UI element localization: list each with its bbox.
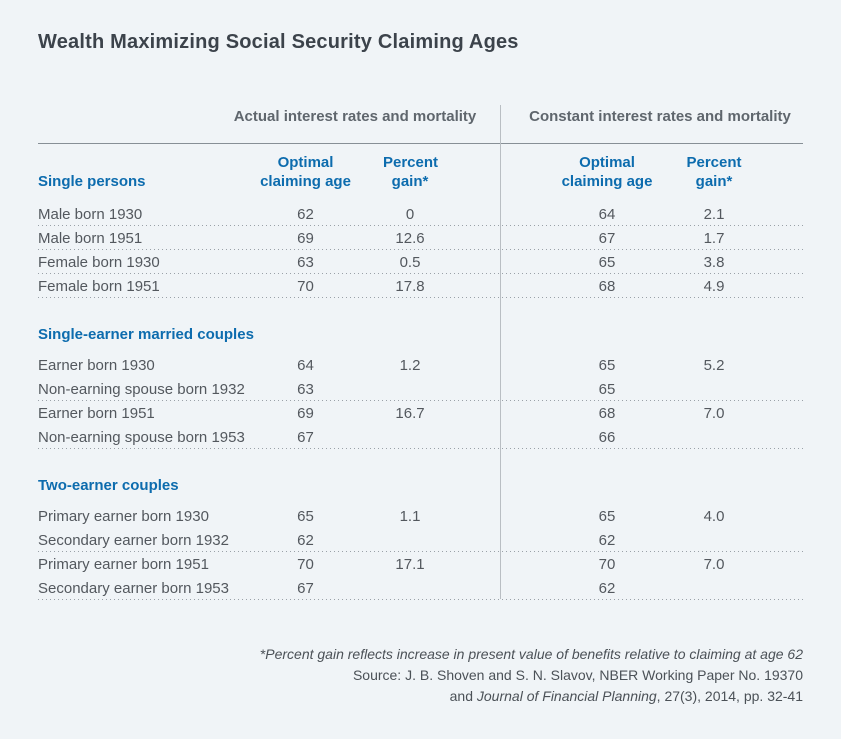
constant-percent-gain-value: 7.0 (703, 404, 725, 422)
actual-claiming-age-value: 65 (297, 507, 314, 525)
figure-title: Wealth Maximizing Social Security Claimi… (38, 31, 519, 53)
constant-claiming-age-value: 62 (598, 579, 616, 597)
section-label-single-earner-couples: Single-earner married couples (38, 325, 254, 343)
group-header-constant: Constant interest rates and mortality (529, 107, 791, 125)
constant-claiming-age-value: 70 (598, 555, 616, 573)
constant-percent-gain-value: 2.1 (703, 205, 725, 223)
row-label: Earner born 1951 (38, 404, 155, 422)
row-label: Female born 1930 (38, 253, 160, 271)
row-label: Male born 1930 (38, 205, 143, 223)
row-label: Primary earner born 1951 (38, 555, 209, 573)
column-header-actual-claiming-age: Optimal claiming age (260, 154, 351, 190)
actual-claiming-age-value: 69 (297, 229, 314, 247)
constant-claiming-age-value: 62 (598, 531, 616, 549)
table-row: Earner born 1930 64 1.2 65 5.2 (38, 353, 803, 377)
table-row: Male born 1930 62 0 64 2.1 (38, 202, 803, 226)
actual-claiming-age-value: 64 (297, 356, 314, 374)
row-label: Non-earning spouse born 1953 (38, 428, 245, 446)
journal-title: Journal of Financial Planning (476, 688, 657, 704)
constant-percent-gain-value: 4.9 (703, 277, 725, 295)
table-row: Male born 1951 69 12.6 67 1.7 (38, 226, 803, 250)
column-header-actual-percent-gain: Percent gain* (383, 154, 439, 190)
row-label: Female born 1951 (38, 277, 160, 295)
group-header-actual: Actual interest rates and mortality (233, 107, 477, 125)
column-header-constant-percent-gain: Percent gain* (686, 154, 742, 190)
row-label: Secondary earner born 1953 (38, 579, 229, 597)
section-label-single-persons: Single persons (38, 173, 146, 190)
table-row: Non-earning spouse born 1932 63 65 (38, 377, 803, 401)
constant-claiming-age-value: 66 (598, 428, 616, 446)
table-row: Earner born 1951 69 16.7 68 7.0 (38, 401, 803, 425)
constant-claiming-age-value: 65 (598, 380, 616, 398)
vertical-divider (500, 105, 501, 599)
row-label: Earner born 1930 (38, 356, 155, 374)
constant-percent-gain-value: 1.7 (703, 229, 725, 247)
table-row: Female born 1930 63 0.5 65 3.8 (38, 250, 803, 274)
column-header-row: Single persons Optimal claiming age Perc… (38, 144, 803, 191)
table-row: Non-earning spouse born 1953 67 66 (38, 425, 803, 449)
constant-claiming-age-value: 68 (598, 277, 616, 295)
actual-percent-gain-value: 17.8 (395, 277, 425, 295)
data-table: Actual interest rates and mortality Cons… (38, 105, 803, 600)
section-header: Single-earner married couples (38, 322, 803, 346)
group-header-row: Actual interest rates and mortality Cons… (38, 105, 803, 127)
section-header: Two-earner couples (38, 473, 803, 497)
actual-claiming-age-value: 70 (297, 277, 314, 295)
source-line-2: and Journal of Financial Planning, 27(3)… (449, 688, 803, 704)
table-row: Secondary earner born 1953 67 62 (38, 576, 803, 600)
table-row: Primary earner born 1930 65 1.1 65 4.0 (38, 504, 803, 528)
figure-footer: *Percent gain reflects increase in prese… (38, 644, 803, 707)
constant-claiming-age-value: 67 (598, 229, 616, 247)
row-label: Non-earning spouse born 1932 (38, 380, 245, 398)
section-label-two-earner-couples: Two-earner couples (38, 476, 179, 494)
constant-claiming-age-value: 65 (598, 356, 616, 374)
constant-percent-gain-value: 4.0 (703, 507, 725, 525)
constant-claiming-age-value: 64 (598, 205, 616, 223)
footnote-text: *Percent gain reflects increase in prese… (259, 646, 803, 662)
table-row: Primary earner born 1951 70 17.1 70 7.0 (38, 552, 803, 576)
actual-claiming-age-value: 62 (297, 531, 314, 549)
constant-claiming-age-value: 65 (598, 507, 616, 525)
row-label: Male born 1951 (38, 229, 143, 247)
actual-claiming-age-value: 70 (297, 555, 314, 573)
constant-claiming-age-value: 65 (598, 253, 616, 271)
actual-percent-gain-value: 17.1 (395, 555, 425, 573)
actual-claiming-age-value: 67 (297, 428, 314, 446)
actual-claiming-age-value: 63 (297, 380, 314, 398)
column-header-constant-claiming-age: Optimal claiming age (561, 154, 653, 190)
table-row: Secondary earner born 1932 62 62 (38, 528, 803, 552)
actual-percent-gain-value: 16.7 (395, 404, 425, 422)
actual-percent-gain-value: 1.1 (399, 507, 421, 525)
header-rule (38, 143, 803, 144)
actual-percent-gain-value: 12.6 (395, 229, 425, 247)
constant-percent-gain-value: 7.0 (703, 555, 725, 573)
constant-percent-gain-value: 3.8 (703, 253, 725, 271)
table-row: Female born 1951 70 17.8 68 4.9 (38, 274, 803, 298)
constant-claiming-age-value: 68 (598, 404, 616, 422)
row-label: Primary earner born 1930 (38, 507, 209, 525)
actual-claiming-age-value: 62 (297, 205, 314, 223)
row-label: Secondary earner born 1932 (38, 531, 229, 549)
actual-percent-gain-value: 0 (405, 205, 415, 223)
actual-claiming-age-value: 69 (297, 404, 314, 422)
actual-percent-gain-value: 0.5 (399, 253, 421, 271)
actual-percent-gain-value: 1.2 (399, 356, 421, 374)
actual-claiming-age-value: 63 (297, 253, 314, 271)
constant-percent-gain-value: 5.2 (703, 356, 725, 374)
actual-claiming-age-value: 67 (297, 579, 314, 597)
source-line-1: Source: J. B. Shoven and S. N. Slavov, N… (352, 667, 803, 683)
